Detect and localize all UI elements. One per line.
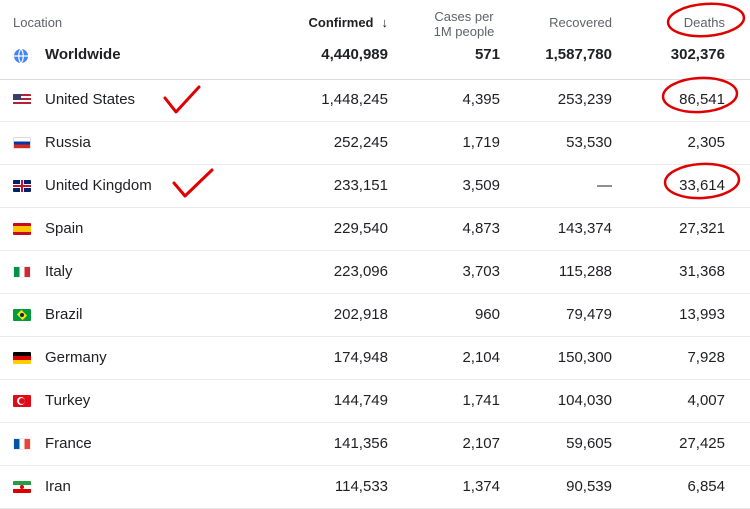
worldwide-deaths: 302,376 (670, 46, 725, 63)
deaths-value: 86,541 (679, 91, 725, 108)
recovered-value: 150,300 (557, 349, 612, 366)
country-name: Italy (45, 263, 73, 280)
flag-ru-icon (13, 137, 31, 149)
country-name: Iran (45, 478, 71, 495)
table-row[interactable]: Spain 229,540 4,873 143,374 27,321 (0, 208, 750, 251)
table-row[interactable]: France 141,356 2,107 59,605 27,425 (0, 423, 750, 466)
per-1m-value: 1,741 (462, 392, 500, 409)
confirmed-value: 141,356 (333, 435, 388, 452)
recovered-value: 104,030 (557, 392, 612, 409)
recovered-header[interactable]: Recovered (549, 15, 612, 30)
confirmed-header-label: Confirmed (308, 15, 374, 30)
deaths-value: 33,614 (679, 177, 725, 194)
cases-per-1m-header-line2: 1M people (433, 24, 495, 39)
country-name: Russia (45, 134, 91, 151)
table-row[interactable]: Turkey 144,749 1,741 104,030 4,007 (0, 380, 750, 423)
confirmed-value: 202,918 (333, 306, 388, 323)
flag-es-icon (13, 223, 31, 235)
deaths-value: 31,368 (679, 263, 725, 280)
country-name: Spain (45, 220, 84, 237)
table-row[interactable]: United States 1,448,245 4,395 253,239 86,541 (0, 79, 750, 122)
per-1m-value: 1,374 (462, 478, 500, 495)
country-name: France (45, 435, 92, 452)
recovered-value: 59,605 (566, 435, 612, 452)
confirmed-header[interactable]: Confirmed ↓ (309, 15, 389, 30)
deaths-value: 27,321 (679, 220, 725, 237)
confirmed-value: 252,245 (333, 134, 388, 151)
table-row[interactable]: Russia 252,245 1,719 53,530 2,305 (0, 122, 750, 165)
per-1m-value: 2,104 (462, 349, 500, 366)
flag-it-icon (13, 266, 31, 278)
per-1m-value: 4,395 (462, 91, 500, 108)
country-name: United Kingdom (45, 177, 152, 194)
deaths-value: 2,305 (687, 134, 725, 151)
confirmed-value: 144,749 (333, 392, 388, 409)
flag-br-icon (13, 309, 31, 321)
per-1m-value: 2,107 (462, 435, 500, 452)
confirmed-value: 229,540 (333, 220, 388, 237)
worldwide-label: Worldwide (45, 46, 121, 63)
arrow-down-icon: ↓ (381, 15, 389, 30)
table-row[interactable]: Brazil 202,918 960 79,479 13,993 (0, 294, 750, 337)
worldwide-row[interactable]: Worldwide 4,440,989 571 1,587,780 302,37… (0, 0, 750, 80)
cases-per-1m-header-line1: Cases per (434, 9, 494, 24)
recovered-value: 79,479 (566, 306, 612, 323)
recovered-value: 253,239 (557, 91, 612, 108)
flag-fr-icon (13, 438, 31, 450)
per-1m-value: 1,719 (462, 134, 500, 151)
confirmed-value: 233,151 (333, 177, 388, 194)
country-name: United States (45, 91, 136, 108)
confirmed-value: 114,533 (334, 478, 388, 495)
globe-icon (14, 48, 28, 64)
confirmed-value: 174,948 (333, 349, 388, 366)
flag-us-icon (13, 94, 31, 106)
flag-tr-icon (13, 395, 31, 407)
recovered-value: — (597, 177, 612, 194)
country-name: Brazil (45, 306, 83, 323)
table-row[interactable]: Iran 114,533 1,374 90,539 6,854 (0, 466, 750, 509)
flag-ir-icon (13, 481, 31, 493)
deaths-value: 4,007 (687, 392, 725, 409)
recovered-value: 115,288 (558, 263, 612, 280)
location-header[interactable]: Location (13, 15, 63, 30)
worldwide-recovered: 1,587,780 (545, 46, 612, 63)
deaths-value: 7,928 (687, 349, 725, 366)
recovered-value: 90,539 (566, 478, 612, 495)
recovered-value: 143,374 (557, 220, 612, 237)
per-1m-value: 4,873 (462, 220, 500, 237)
worldwide-confirmed: 4,440,989 (321, 46, 388, 63)
flag-de-icon (13, 352, 31, 364)
country-list: United States 1,448,245 4,395 253,239 86,541… (0, 79, 750, 509)
country-name: Turkey (45, 392, 91, 409)
table-row[interactable]: Germany 174,948 2,104 150,300 7,928 (0, 337, 750, 380)
table-row[interactable]: Italy 223,096 3,703 115,288 31,368 (0, 251, 750, 294)
deaths-value: 13,993 (679, 306, 725, 323)
cases-per-1m-header[interactable]: Cases per 1M people (424, 9, 504, 39)
table-row[interactable]: United Kingdom 233,151 3,509 — 33,614 (0, 165, 750, 208)
recovered-value: 53,530 (566, 134, 612, 151)
confirmed-value: 223,096 (333, 263, 388, 280)
confirmed-value: 1,448,245 (321, 91, 388, 108)
country-name: Germany (45, 349, 107, 366)
worldwide-per-1m: 571 (474, 46, 500, 63)
per-1m-value: 3,703 (462, 263, 500, 280)
per-1m-value: 960 (474, 306, 500, 323)
deaths-value: 6,854 (687, 478, 725, 495)
flag-uk-icon (13, 180, 31, 192)
per-1m-value: 3,509 (462, 177, 500, 194)
deaths-value: 27,425 (679, 435, 725, 452)
